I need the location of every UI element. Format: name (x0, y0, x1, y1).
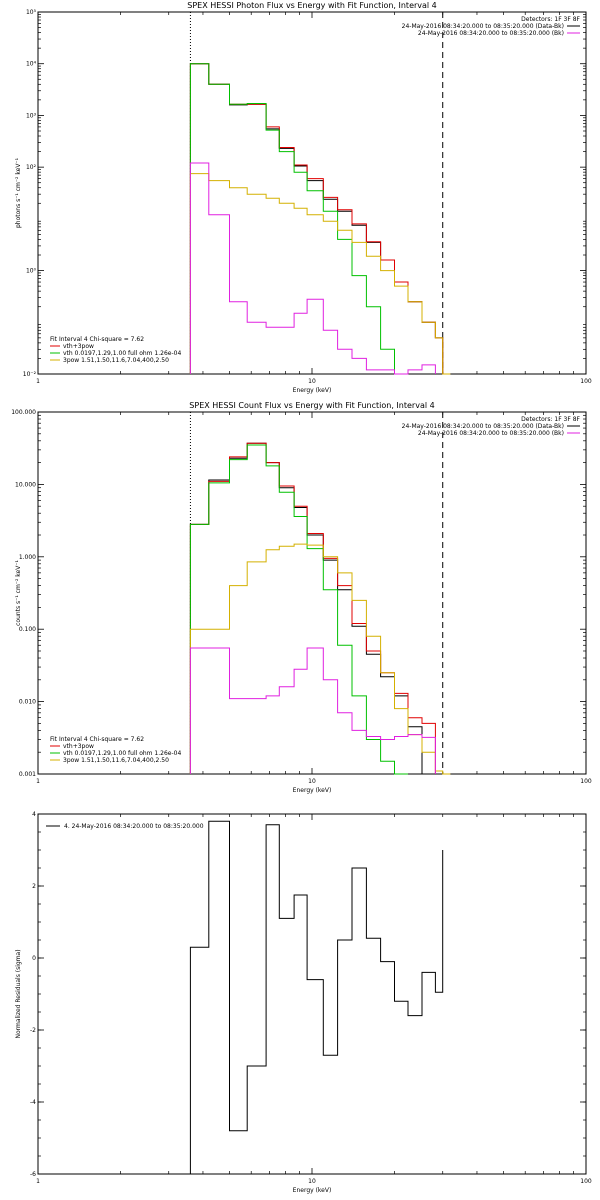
chart-3: 1 10 100 Energy (keV) -6 -4 -2 0 2 4 Normalized Re… (15, 811, 592, 1194)
chart-title: SPEX HESSI Count Flux vs Energy with Fit… (189, 401, 434, 410)
x-tick-label: 10 (308, 778, 316, 785)
legend-entry: 24-May-2016 08:34:20.000 to 08:35:20.000… (418, 430, 564, 437)
legend-entry: 3pow 1.51,1.50,11.6,7.04,400,2.50 (63, 357, 169, 364)
y-tick-label: 10⁵ (26, 9, 37, 16)
series-data-line (189, 442, 423, 774)
y-axis-label: photons s⁻¹ cm⁻² keV⁻¹ (15, 157, 22, 228)
series-vth-line (189, 63, 408, 375)
chart-2: SPEX HESSI Count Flux vs Energy with Fit… (11, 401, 592, 794)
plot-frame (37, 813, 587, 1175)
legend-entry: vth 0.0197,1.29,1.00 full ohm 1.26e-04 (63, 750, 181, 757)
series-bk-line (189, 647, 436, 774)
x-tick-label: 100 (580, 1178, 592, 1185)
legend-entry: 24-May-2016 08:34:20.000 to 08:35:20.000… (402, 23, 564, 30)
y-tick-label: -2 (30, 1027, 36, 1034)
y-tick-label: 4 (32, 811, 36, 818)
series-data-line (189, 820, 444, 1174)
y-tick-label: 10.000 (15, 481, 36, 488)
legend-entry: 24-May-2016 08:34:20.000 to 08:35:20.000… (418, 30, 564, 37)
y-tick-label: 0.100 (19, 626, 36, 633)
chart-1: SPEX HESSI Photon Flux vs Energy with Fi… (15, 1, 592, 394)
series-vth-3pow-line (189, 63, 444, 374)
x-tick-label: 10 (308, 1178, 316, 1185)
legend-entry: 24-May-2016 08:34:20.000 to 08:35:20.000… (402, 423, 564, 430)
y-tick-label: 10³ (26, 112, 37, 119)
y-tick-label: 0.010 (19, 699, 36, 706)
y-axis-label: Normalized Residuals (sigma) (15, 949, 22, 1038)
series-vth-line (189, 444, 408, 775)
y-tick-label: 0 (32, 955, 36, 962)
legend-entry: 3pow 1.51,1.50,11.6,7.04,400,2.50 (63, 757, 169, 764)
x-axis-label: Energy (keV) (293, 387, 332, 394)
y-tick-label: -6 (30, 1171, 36, 1178)
x-tick-label: 1 (36, 378, 40, 385)
legend-entry: vth 0.0197,1.29,1.00 full ohm 1.26e-04 (63, 350, 181, 357)
series-bk-line (189, 162, 436, 375)
x-tick-label: 1 (36, 778, 40, 785)
legend-entry: vth+3pow (63, 743, 94, 750)
x-axis-label: Energy (keV) (293, 1187, 332, 1194)
x-tick-label: 10 (308, 378, 316, 385)
legend-entry: vth+3pow (63, 343, 94, 350)
series-data-line (189, 63, 444, 374)
x-tick-label: 100 (580, 778, 592, 785)
y-tick-label: 10⁻² (23, 371, 37, 378)
y-tick-label: 10² (26, 164, 37, 171)
chart-title: SPEX HESSI Photon Flux vs Energy with Fi… (187, 1, 437, 10)
series-3pow-line (189, 173, 451, 375)
y-tick-label: 1.000 (19, 554, 36, 561)
detectors-label: Detectors: 1F 3F 8F (521, 16, 580, 23)
y-tick-label: 0.001 (19, 771, 36, 778)
detectors-label: Detectors: 1F 3F 8F (521, 416, 580, 423)
series-vth-3pow-line (189, 442, 436, 774)
fit-info-label: Fit Interval 4 Chi-square = 7.62 (50, 736, 144, 743)
x-tick-label: 1 (36, 1178, 40, 1185)
y-tick-label: -4 (30, 1099, 36, 1106)
fit-info-label: Fit Interval 4 Chi-square = 7.62 (50, 336, 144, 343)
y-axis-label: counts s⁻¹ cm⁻² keV⁻¹ (15, 560, 22, 626)
x-tick-label: 100 (580, 378, 592, 385)
plot-frame (37, 11, 587, 375)
x-axis-label: Energy (keV) (293, 787, 332, 794)
plot-frame (37, 411, 587, 775)
y-tick-label: 100.000 (11, 409, 36, 416)
legend-entry: 4. 24-May-2016 08:34:20.000 to 08:35:20.… (64, 823, 204, 830)
y-tick-label: 10⁴ (26, 61, 37, 68)
y-tick-label: 10⁰ (26, 268, 37, 275)
y-tick-label: 2 (32, 883, 36, 890)
